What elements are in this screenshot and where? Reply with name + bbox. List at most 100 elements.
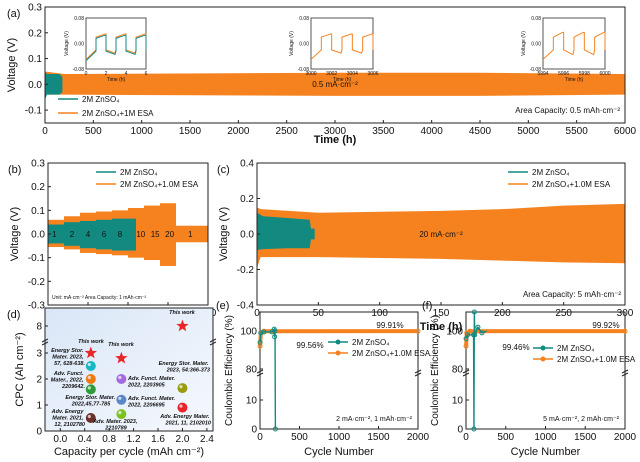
axis-break-mark <box>256 369 264 377</box>
y-axis-title: Voltage (V) <box>218 207 230 261</box>
x-tick-label: 1000 <box>131 126 154 137</box>
series-esa-band <box>160 203 176 266</box>
axis-break-mark <box>462 369 470 377</box>
rate-label: 4 <box>86 230 91 239</box>
x-tick-label: 2.0 <box>176 434 190 445</box>
x-tick-label: 1.2 <box>127 434 141 445</box>
inset-x-tick-label: 3002 <box>326 71 337 77</box>
ball-marker <box>177 402 188 413</box>
ball-marker <box>116 374 127 384</box>
x-tick-label: 0 <box>42 126 48 137</box>
inset-znso4-curve <box>85 34 147 62</box>
x-tick-label: 3500 <box>372 126 395 137</box>
star-marker <box>115 351 128 364</box>
y-tick-label: 0.0 <box>240 230 254 241</box>
rate-label: 6 <box>102 230 107 239</box>
y-tick-label: -0.1 <box>25 106 43 117</box>
inset-esa-curve <box>542 31 606 60</box>
rate-label: 15 <box>151 230 160 239</box>
legend-marker <box>335 350 341 356</box>
y-tick-label: 100 <box>240 327 257 338</box>
series-znso4-band <box>48 224 64 244</box>
point-label: This work <box>169 310 196 316</box>
x-tick-label: 2500 <box>276 126 299 137</box>
point-label-line: Adv. Mater. 2023, <box>92 419 139 425</box>
point-label: Energy Stor. Mater. 2023, 54:366-373 <box>159 361 210 374</box>
x-axis-title: Capacity per cycle (mAh cm⁻²) <box>54 446 204 458</box>
series-znso4-band <box>257 212 315 250</box>
point-label: Adv. Funct. Mater. 2022, 2203905 <box>127 376 177 389</box>
x-tick-label: 50 <box>313 308 325 319</box>
legend-label: 2M ZnSO₄ <box>82 95 120 104</box>
point-label-line: 12, 2102780 <box>54 422 85 428</box>
y-axis-title: CPC (Ah cm⁻²) <box>14 332 26 406</box>
ball-marker <box>85 361 96 371</box>
znso4-ce-label: 99.56% <box>296 341 323 350</box>
x-tick-label: 2000 <box>227 126 250 137</box>
inset-esa-curve <box>310 33 374 60</box>
ball-highlight <box>87 375 91 380</box>
y-axis-title: Coulombic Efficiency (%) <box>430 315 441 426</box>
ball-highlight <box>118 375 122 380</box>
panel-label: (f) <box>422 300 432 312</box>
inset-y-tick-label: 0.08 <box>74 16 84 22</box>
y-tick-label: -0.3 <box>28 301 46 312</box>
current-density-annotation: 0.5 mA·cm⁻² <box>312 80 358 89</box>
y-tick-label: 0 <box>36 427 42 438</box>
series-znso4-band <box>112 218 136 251</box>
x-tick-label: 500 <box>85 126 102 137</box>
y-tick-label: 0.4 <box>240 159 254 170</box>
legend-label: 2M ZnSO₄ <box>352 338 390 347</box>
point-label-line: This work <box>78 339 105 345</box>
ball-marker <box>116 394 127 405</box>
ball-marker <box>85 374 96 384</box>
point-label-line: Adv. Funct. <box>53 371 85 377</box>
star-marker <box>176 319 189 332</box>
point-label: This work <box>78 339 105 345</box>
panel-label: (b) <box>8 164 21 176</box>
x-tick-label: 200 <box>494 308 511 319</box>
star-marker <box>84 346 98 359</box>
series-esa-band <box>45 71 625 96</box>
inset-plot: 0 2 4 6 -0.08 0.00 0.08 Time (h) Voltage (V) <box>64 16 148 83</box>
legend-label: 2M ZnSO₄+1.0M ESA <box>352 349 431 358</box>
point-label: Adv. Energy Mater. 2021, 12, 2102780 <box>51 409 85 428</box>
data-marker <box>257 339 263 345</box>
point-label-line: Energy Stor. Mater. <box>159 361 210 367</box>
point-label-line: Energy Stor. <box>51 348 85 354</box>
x-axis-title: Time (h) <box>420 321 463 333</box>
x-tick-label: 0 <box>254 308 260 319</box>
inset-x-title: Time (h) <box>565 77 584 83</box>
point-label-line: Mater. 2021, <box>52 416 85 422</box>
x-tick-label: 5000 <box>517 126 540 137</box>
x-tick-label: 0 <box>463 432 469 443</box>
y-axis-title: Coulombic Efficiency (%) <box>224 315 235 426</box>
inset-y-tick-label: 0.00 <box>531 42 541 48</box>
y-tick-label: 0.2 <box>28 28 42 39</box>
x-tick-label: 100 <box>371 308 388 319</box>
inset-plot: 3000 3002 3004 3006 -0.08 0.00 0.08 Time (h) Vol… <box>289 16 379 83</box>
point-label-line: 2021, 11, 2102010 <box>165 421 211 427</box>
point-label-line: 57, 628-638. <box>54 361 85 367</box>
point-label: Adv. Funct. Mater., 2022, 2209642. <box>51 371 86 390</box>
rate-label: 8 <box>118 230 123 239</box>
legend-label: 2M ZnSO₄ <box>532 168 570 177</box>
rate-label: 20 <box>165 230 174 239</box>
rate-label: 1 <box>52 230 57 239</box>
data-marker <box>471 309 477 315</box>
inset-x-title: Time (h) <box>107 77 126 83</box>
x-tick-label: 250 <box>555 308 572 319</box>
data-marker <box>272 334 278 340</box>
esa-ce-label: 99.92% <box>592 321 619 330</box>
point-label-line: 2210789 <box>104 426 127 432</box>
data-marker <box>258 330 264 336</box>
x-tick-label: 2.4 <box>200 434 214 445</box>
series-znso4-band <box>96 219 112 250</box>
panel-b: 050100150200-0.3-0.2-0.10.00.10.20.3Time… <box>8 159 217 333</box>
x-tick-label: 4500 <box>469 126 492 137</box>
area-capacity-note: Area Capacity: 5 mAh·cm⁻² <box>523 290 621 299</box>
axis-break-mark <box>414 369 422 377</box>
y-axis-title: Voltage (V) <box>6 38 18 92</box>
inset-x-tick-label: 5996 <box>558 71 569 77</box>
condition-note: 5 mA·cm⁻², 2 mAh·cm⁻² <box>543 416 620 423</box>
